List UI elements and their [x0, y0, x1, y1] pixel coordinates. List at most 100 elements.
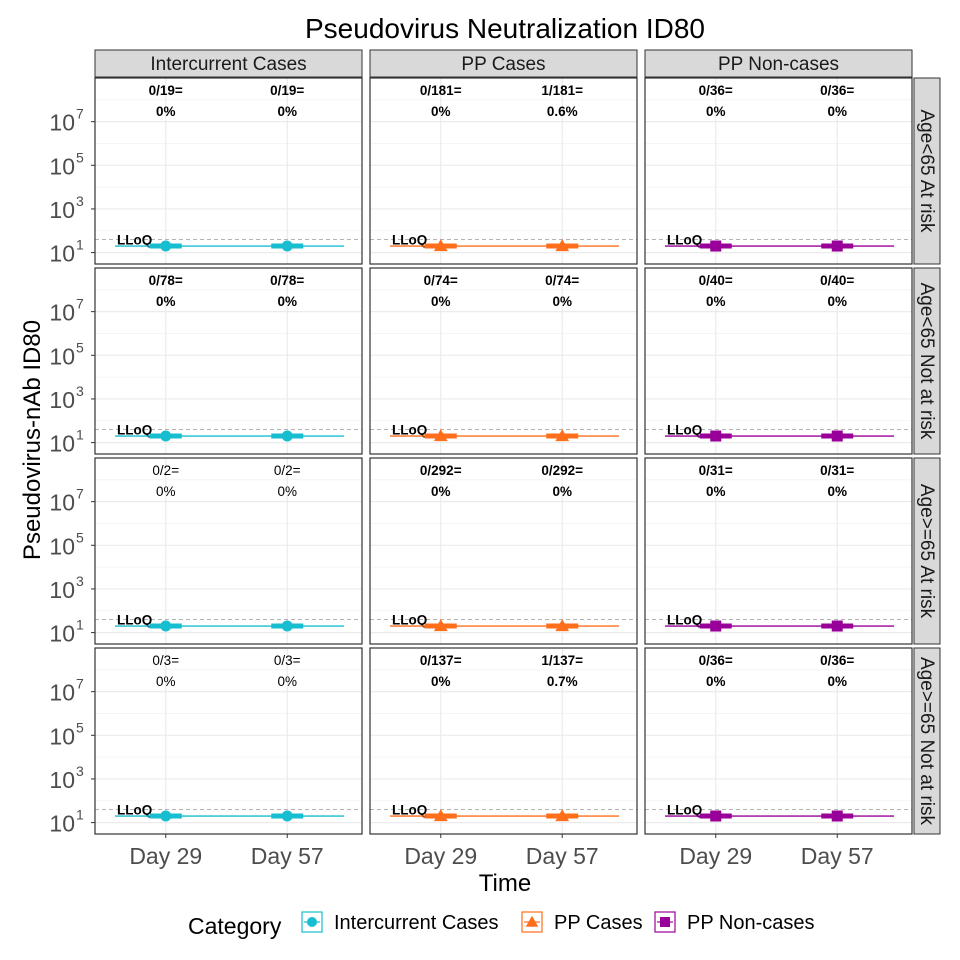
legend-marker-pp-cases	[525, 915, 539, 927]
legend-marker-intercurrent-cases	[307, 917, 317, 927]
response-rate-label: 0%	[277, 104, 297, 119]
panel-background	[370, 268, 637, 454]
response-count-label: 0/40=	[820, 273, 854, 288]
column-strip	[94, 49, 363, 78]
lloq-label: LLoQ	[392, 422, 427, 437]
x-tick-label: Day 29	[404, 843, 477, 869]
y-tick-exponent: 1	[76, 617, 84, 633]
response-count-label: 0/74=	[545, 273, 579, 288]
response-rate-label: 0%	[706, 104, 726, 119]
legend-marker-pp-non-cases	[660, 917, 670, 927]
y-tick-exponent: 3	[76, 383, 84, 399]
response-count-label: 0/137=	[420, 653, 462, 668]
response-rate-label: 0%	[706, 484, 726, 499]
y-tick-exponent: 7	[76, 106, 84, 122]
point-day-57	[555, 239, 570, 252]
column-strip-label: PP Non-cases	[718, 54, 839, 75]
panel-border	[644, 457, 913, 645]
y-tick-label: 10	[49, 811, 75, 837]
y-tick-label: 10	[49, 153, 75, 179]
response-count-label: 0/36=	[699, 653, 733, 668]
y-tick-label: 10	[49, 490, 75, 516]
response-rate-label: 0%	[156, 294, 176, 309]
response-count-label: 0/31=	[820, 463, 854, 478]
point-day-57	[831, 240, 843, 252]
response-count-label: 0/19=	[270, 83, 304, 98]
panel-age-65-at-risk-pp-cases: LLoQ 0/292= 0% 0/292= 0%	[369, 457, 638, 645]
point-day-57	[831, 430, 843, 442]
panel-age-65-not-at-risk-pp-non-cases: LLoQ 0/40= 0% 0/40= 0%	[644, 267, 913, 455]
y-tick-label: 10	[49, 387, 75, 413]
panel-border	[369, 457, 638, 645]
x-tick-label: Day 57	[526, 843, 599, 869]
response-rate-label: 0%	[156, 104, 176, 119]
response-rate-label: 0%	[277, 294, 297, 309]
lloq-label: LLoQ	[392, 802, 427, 817]
row-strip	[913, 457, 941, 645]
point-day-57	[555, 429, 570, 442]
y-tick-label: 10	[49, 767, 75, 793]
column-strip-label: PP Cases	[461, 54, 545, 75]
row-strip-label: Age>=65 Not at risk	[916, 657, 937, 825]
panel-background	[95, 78, 362, 264]
point-day-29	[433, 809, 448, 822]
response-count-label: 0/78=	[149, 273, 183, 288]
panel-background	[95, 268, 362, 454]
response-count-label: 0/2=	[274, 463, 301, 478]
panel-border	[644, 77, 913, 265]
panel-background	[95, 648, 362, 834]
row-strip	[913, 267, 941, 455]
response-rate-label: 0%	[156, 674, 176, 689]
response-rate-label: 0%	[431, 484, 451, 499]
panel-age-65-at-risk-pp-non-cases: LLoQ 0/36= 0% 0/36= 0%	[644, 77, 913, 265]
panel-border	[644, 267, 913, 455]
lloq-label: LLoQ	[392, 232, 427, 247]
point-day-57	[281, 430, 293, 442]
x-tick-label: Day 29	[679, 843, 752, 869]
panel-age-65-not-at-risk-intercurrent-cases: LLoQ 0/3= 0% 0/3= 0%	[94, 647, 363, 835]
y-tick-exponent: 7	[76, 486, 84, 502]
response-rate-label: 0%	[431, 674, 451, 689]
row-strip-label: Age<65 Not at risk	[916, 283, 937, 440]
panel-border	[644, 647, 913, 835]
response-rate-label: 0%	[827, 674, 847, 689]
lloq-label: LLoQ	[117, 612, 152, 627]
response-count-label: 0/181=	[420, 83, 462, 98]
response-rate-label: 0%	[706, 674, 726, 689]
response-rate-label: 0%	[552, 294, 572, 309]
response-rate-label: 0%	[706, 294, 726, 309]
response-count-label: 0/3=	[152, 653, 179, 668]
x-tick-label: Day 57	[251, 843, 324, 869]
response-count-label: 0/292=	[420, 463, 462, 478]
response-rate-label: 0%	[431, 104, 451, 119]
response-count-label: 0/40=	[699, 273, 733, 288]
lloq-label: LLoQ	[667, 612, 702, 627]
x-tick-label: Day 57	[801, 843, 874, 869]
y-tick-label: 10	[49, 577, 75, 603]
panel-border	[369, 77, 638, 265]
row-strip-label: Age<65 At risk	[916, 109, 937, 233]
y-tick-exponent: 5	[76, 149, 84, 165]
response-count-label: 0/36=	[820, 653, 854, 668]
response-rate-label: 0%	[277, 674, 297, 689]
response-count-label: 1/137=	[541, 653, 583, 668]
panel-border	[94, 267, 363, 455]
response-count-label: 0/78=	[270, 273, 304, 288]
point-day-29	[433, 429, 448, 442]
lloq-label: LLoQ	[117, 232, 152, 247]
y-tick-exponent: 1	[76, 807, 84, 823]
row-strip-label: Age>=65 At risk	[916, 484, 937, 619]
point-day-29	[710, 620, 722, 632]
response-rate-label: 0%	[827, 104, 847, 119]
y-tick-exponent: 1	[76, 427, 84, 443]
panel-background	[645, 268, 912, 454]
panel-border	[94, 457, 363, 645]
response-rate-label: 0%	[156, 484, 176, 499]
lloq-label: LLoQ	[667, 232, 702, 247]
panel-age-65-not-at-risk-pp-cases: LLoQ 0/137= 0% 1/137= 0.7%	[369, 647, 638, 835]
point-day-57	[281, 810, 293, 822]
chart-title: Pseudovirus Neutralization ID80	[305, 13, 705, 44]
lloq-label: LLoQ	[667, 422, 702, 437]
panel-age-65-not-at-risk-intercurrent-cases: LLoQ 0/78= 0% 0/78= 0%	[94, 267, 363, 455]
response-count-label: 0/2=	[152, 463, 179, 478]
